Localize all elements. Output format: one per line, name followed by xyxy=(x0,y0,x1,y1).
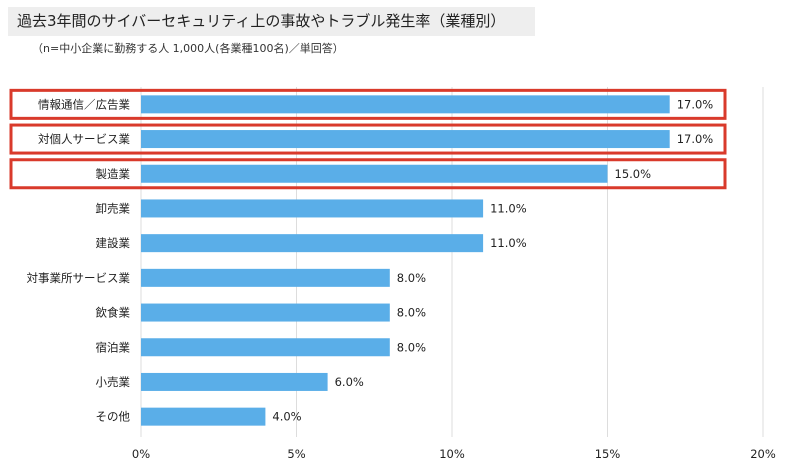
category-label: 飲食業 xyxy=(96,306,131,320)
value-label: 11.0% xyxy=(490,236,527,250)
x-axis-tick-labels: 0% 5% 10% 15% 20% xyxy=(132,447,776,461)
value-label: 15.0% xyxy=(615,167,652,181)
x-tick-label: 15% xyxy=(595,447,621,461)
chart-subtitle: （n=中小企業に勤務する人 1,000人(各業種100名)／単回答） xyxy=(32,42,344,55)
x-tick-label: 5% xyxy=(287,447,305,461)
value-label: 8.0% xyxy=(397,306,426,320)
bar xyxy=(141,407,266,426)
value-label: 11.0% xyxy=(490,201,527,215)
highlight-box xyxy=(9,158,727,190)
bar xyxy=(141,130,670,149)
x-tick-label: 20% xyxy=(750,447,776,461)
category-label: 卸売業 xyxy=(96,201,131,215)
value-labels: 17.0% 17.0% 15.0% 11.0% 11.0% 8.0% 8.0% 8.0% 6.0… xyxy=(272,97,713,423)
value-label: 8.0% xyxy=(397,340,426,354)
bar xyxy=(141,199,484,218)
bars xyxy=(141,95,670,426)
category-label: 建設業 xyxy=(96,236,131,250)
value-label: 6.0% xyxy=(335,375,364,389)
category-label: 製造業 xyxy=(96,167,131,181)
bar xyxy=(141,268,390,287)
category-label: 対事業所サービス業 xyxy=(27,271,131,285)
value-label: 4.0% xyxy=(272,410,301,424)
x-tick-label: 10% xyxy=(439,447,465,461)
highlight-box xyxy=(9,88,727,120)
value-label: 17.0% xyxy=(677,97,714,111)
highlight-box xyxy=(9,123,727,155)
x-tick-label: 0% xyxy=(132,447,150,461)
value-label: 17.0% xyxy=(677,132,714,146)
category-label: その他 xyxy=(96,410,131,424)
chart-title: 過去3年間のサイバーセキュリティ上の事故やトラブル発生率（業種別） xyxy=(8,7,535,36)
highlight-boxes xyxy=(9,88,727,190)
bar xyxy=(141,95,670,114)
category-label: 情報通信／広告業 xyxy=(38,97,130,111)
category-label: 対個人サービス業 xyxy=(38,132,130,146)
category-label: 宿泊業 xyxy=(96,340,131,354)
bar xyxy=(141,234,484,253)
bar xyxy=(141,372,328,391)
category-labels: 情報通信／広告業対個人サービス業製造業卸売業建設業対事業所サービス業飲食業宿泊業… xyxy=(27,97,131,423)
bar xyxy=(141,303,390,322)
category-label: 小売業 xyxy=(96,375,131,389)
bar xyxy=(141,338,390,357)
value-label: 8.0% xyxy=(397,271,426,285)
bar xyxy=(141,164,608,183)
